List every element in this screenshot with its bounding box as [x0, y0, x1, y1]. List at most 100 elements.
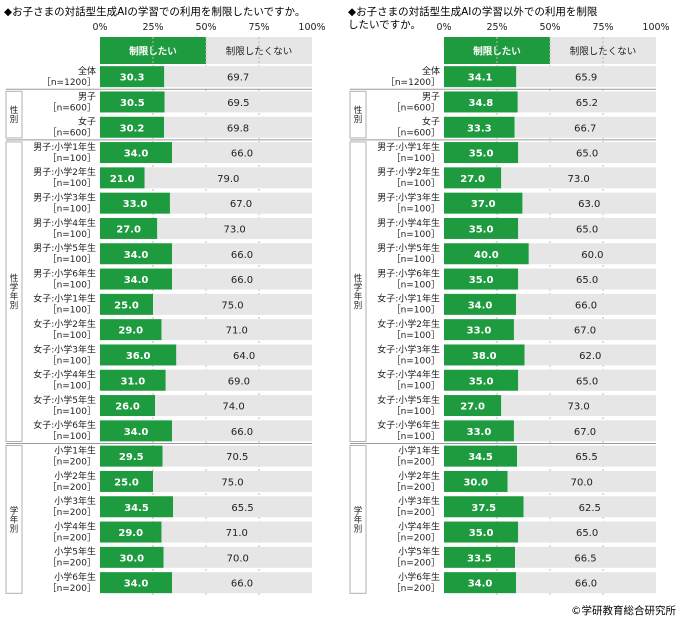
data-label-restrict: 33.3 [467, 123, 492, 134]
bar-restrict [100, 395, 156, 417]
data-label-restrict: 33.5 [467, 553, 492, 564]
data-label-no-restrict: 70.5 [226, 452, 248, 463]
category-n-label: ［n=100］ [392, 381, 440, 392]
data-label-restrict: 36.0 [126, 351, 151, 362]
category-label: 男子:小学1年生 [377, 141, 440, 153]
category-n-label: ［n=100］ [392, 431, 440, 442]
data-label-no-restrict: 64.0 [233, 351, 255, 362]
bar-restrict [100, 293, 153, 315]
axis-tick-label: 75% [248, 22, 269, 33]
category-n-label: ［n=100］ [48, 254, 96, 265]
category-n-label: ［n=100］ [392, 153, 440, 164]
bar-restrict [444, 268, 519, 290]
category-label: 小学5年生 [54, 546, 96, 558]
bar-no-restrict [169, 192, 312, 214]
data-label-no-restrict: 69.7 [227, 73, 249, 84]
category-n-label: ［n=200］ [392, 482, 440, 493]
bar-no-restrict [523, 496, 656, 518]
category-n-label: ［n=100］ [48, 431, 96, 442]
data-label-no-restrict: 66.0 [231, 427, 253, 438]
bar-no-restrict [161, 319, 312, 341]
bar-restrict [444, 192, 523, 214]
bar-restrict [444, 66, 517, 88]
category-n-label: ［n=100］ [48, 305, 96, 316]
data-label-no-restrict: 66.0 [231, 250, 253, 261]
category-label: 女子:小学5年生 [377, 394, 440, 406]
data-label-restrict: 27.0 [116, 224, 141, 235]
category-n-label: ［n=200］ [48, 482, 96, 493]
bar-restrict [100, 192, 170, 214]
data-label-no-restrict: 65.0 [576, 528, 598, 539]
group-label: 学年別 [354, 505, 363, 534]
group-label: 性別 [354, 105, 363, 125]
data-label-no-restrict: 66.0 [231, 275, 253, 286]
category-n-label: ［n=200］ [48, 532, 96, 543]
bar-no-restrict [164, 116, 312, 138]
data-label-no-restrict: 66.7 [574, 123, 596, 134]
bar-restrict [100, 546, 164, 568]
category-label: 女子:小学5年生 [33, 394, 96, 406]
data-label-no-restrict: 74.0 [222, 402, 244, 413]
bar-restrict [100, 445, 163, 467]
data-label-restrict: 30.3 [120, 73, 145, 84]
bar-restrict [444, 167, 502, 189]
bar-no-restrict [517, 445, 656, 467]
category-label: 女子 [78, 116, 96, 128]
data-label-restrict: 40.0 [474, 250, 499, 261]
axis-tick-label: 100% [298, 22, 325, 33]
data-label-no-restrict: 67.0 [574, 427, 596, 438]
category-label: 小学1年生 [398, 445, 440, 457]
category-n-label: ［n=100］ [392, 254, 440, 265]
data-label-no-restrict: 71.0 [226, 326, 248, 337]
category-label: 全体 [78, 65, 96, 77]
bar-no-restrict [172, 142, 312, 164]
category-n-label: ［n=100］ [392, 355, 440, 366]
data-label-restrict: 25.0 [114, 477, 139, 488]
bar-no-restrict [144, 167, 312, 189]
axis-tick-label: 0% [436, 22, 451, 33]
category-n-label: ［n=200］ [392, 507, 440, 518]
axis-tick-label: 50% [195, 22, 216, 33]
bar-no-restrict [172, 243, 312, 265]
bar-restrict [100, 142, 173, 164]
category-label: 小学2年生 [54, 470, 96, 482]
bar-restrict [100, 268, 173, 290]
category-n-label: ［n=100］ [392, 305, 440, 316]
category-label: 男子 [78, 91, 96, 102]
data-label-no-restrict: 66.0 [575, 579, 597, 590]
bar-no-restrict [522, 192, 656, 214]
bar-no-restrict [518, 268, 656, 290]
legend-label-no-restrict: 制限したくない [226, 46, 293, 58]
category-label: 男子:小学4年生 [33, 217, 96, 229]
group-bracket [5, 90, 23, 139]
bar-restrict [100, 470, 153, 492]
category-label: 男子:小学1年生 [33, 141, 96, 153]
data-label-restrict: 34.0 [124, 250, 149, 261]
category-label: 小学2年生 [398, 470, 440, 482]
chart-panel-1: ◆お子さまの対話型生成AIの学習での利用を制限したいですか。 0% 25% 50% 7… [4, 0, 340, 606]
data-label-no-restrict: 65.2 [576, 98, 598, 109]
legend-label-restrict: 制限したい [473, 46, 521, 58]
bar-no-restrict [516, 293, 656, 315]
category-label: 小学4年生 [398, 520, 440, 532]
category-n-label: ［n=100］ [48, 204, 96, 215]
bar-no-restrict [513, 420, 656, 442]
bar-no-restrict [172, 268, 312, 290]
data-label-no-restrict: 67.0 [574, 326, 596, 337]
category-label: 男子:小学2年生 [33, 166, 96, 178]
category-n-label: ［n=100］ [392, 279, 440, 290]
category-n-label: ［n=100］ [392, 330, 440, 341]
category-n-label: ［n=600］ [48, 128, 96, 139]
bar-no-restrict [163, 546, 312, 568]
category-n-label: ［n=200］ [392, 532, 440, 543]
data-label-no-restrict: 65.9 [575, 73, 597, 84]
bar-restrict [100, 116, 165, 138]
category-n-label: ［n=100］ [48, 178, 96, 189]
bar-restrict [100, 496, 174, 518]
bar-no-restrict [518, 521, 656, 543]
bar-no-restrict [516, 66, 656, 88]
category-n-label: ［n=200］ [392, 558, 440, 569]
data-label-no-restrict: 75.0 [221, 300, 243, 311]
data-label-no-restrict: 65.5 [575, 452, 597, 463]
data-label-restrict: 27.0 [460, 174, 485, 185]
